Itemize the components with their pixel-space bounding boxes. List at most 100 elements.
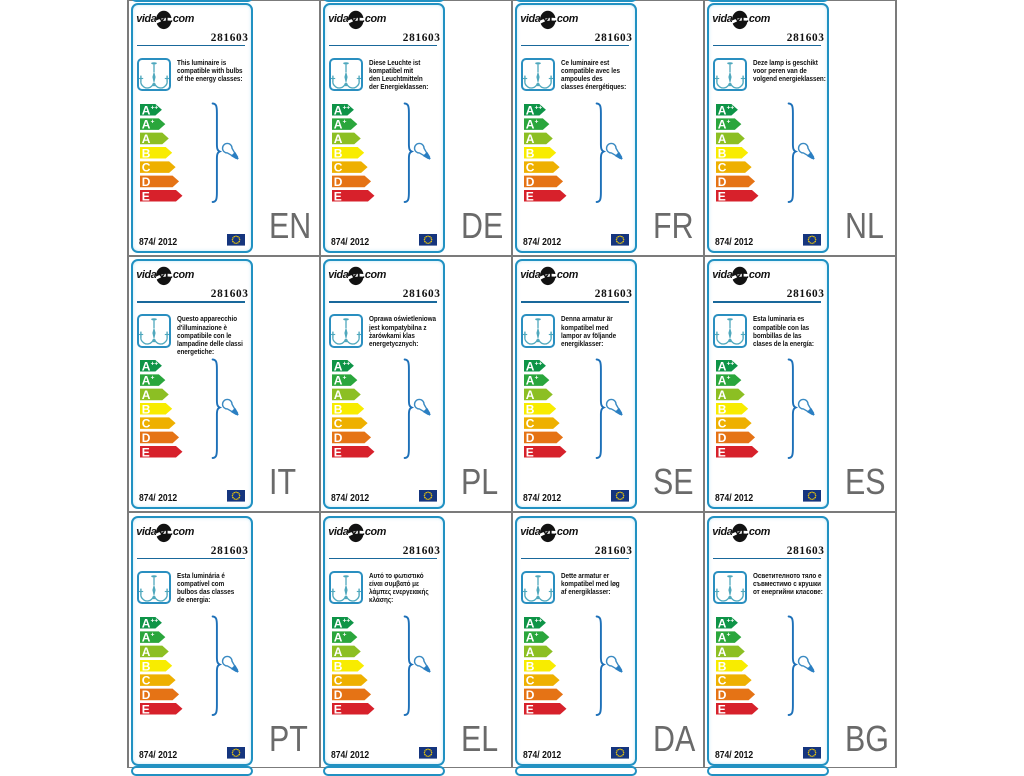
svg-text:B: B: [141, 402, 150, 416]
svg-text:A: A: [717, 374, 726, 388]
svg-text:+: +: [726, 632, 730, 639]
svg-text:A: A: [717, 104, 726, 117]
svg-text:+: +: [726, 375, 730, 382]
svg-text:A: A: [333, 104, 342, 117]
svg-text:A: A: [333, 388, 342, 402]
svg-text:A: A: [141, 104, 150, 117]
svg-text:E: E: [141, 702, 149, 716]
svg-text:A: A: [141, 388, 150, 402]
svg-text:++: ++: [342, 104, 350, 111]
svg-text:++: ++: [726, 617, 734, 624]
svg-text:C: C: [333, 674, 342, 688]
svg-text:B: B: [141, 146, 150, 160]
svg-text:B: B: [717, 146, 726, 160]
svg-text:+: +: [150, 375, 154, 382]
svg-text:+: +: [150, 632, 154, 639]
svg-text:A: A: [141, 132, 150, 146]
svg-text:A: A: [333, 132, 342, 146]
svg-text:E: E: [525, 189, 533, 203]
svg-text:E: E: [717, 445, 725, 459]
svg-text:++: ++: [534, 104, 542, 111]
svg-text:B: B: [333, 402, 342, 416]
svg-text:++: ++: [534, 361, 542, 368]
svg-text:A: A: [525, 631, 534, 645]
svg-text:C: C: [141, 674, 150, 688]
svg-text:B: B: [525, 659, 534, 673]
svg-text:D: D: [525, 688, 534, 702]
svg-text:++: ++: [150, 361, 158, 368]
svg-text:++: ++: [342, 617, 350, 624]
svg-text:+: +: [534, 119, 538, 126]
svg-text:D: D: [525, 175, 534, 189]
svg-text:++: ++: [726, 104, 734, 111]
svg-text:C: C: [333, 161, 342, 175]
svg-text:A: A: [717, 631, 726, 645]
svg-text:A: A: [525, 118, 534, 132]
svg-text:A: A: [333, 631, 342, 645]
svg-text:D: D: [333, 688, 342, 702]
svg-text:++: ++: [534, 617, 542, 624]
svg-text:A: A: [525, 104, 534, 117]
svg-text:A: A: [717, 132, 726, 146]
svg-text:E: E: [525, 702, 533, 716]
svg-text:C: C: [525, 417, 534, 431]
svg-text:A: A: [525, 132, 534, 146]
svg-text:++: ++: [342, 361, 350, 368]
svg-text:C: C: [141, 161, 150, 175]
svg-text:B: B: [717, 659, 726, 673]
svg-text:C: C: [717, 161, 726, 175]
svg-text:D: D: [717, 431, 726, 445]
svg-text:A: A: [717, 645, 726, 659]
svg-text:A: A: [141, 374, 150, 388]
svg-text:A: A: [717, 617, 726, 630]
svg-text:A: A: [525, 645, 534, 659]
svg-text:A: A: [525, 374, 534, 388]
svg-text:+: +: [726, 119, 730, 126]
svg-text:++: ++: [150, 617, 158, 624]
svg-text:A: A: [333, 118, 342, 132]
svg-text:E: E: [717, 702, 725, 716]
svg-text:D: D: [717, 688, 726, 702]
svg-text:D: D: [333, 431, 342, 445]
svg-text:A: A: [333, 617, 342, 630]
svg-text:D: D: [141, 175, 150, 189]
svg-text:+: +: [534, 375, 538, 382]
svg-text:D: D: [717, 175, 726, 189]
svg-text:D: D: [141, 431, 150, 445]
svg-text:A: A: [717, 360, 726, 373]
svg-text:+: +: [150, 119, 154, 126]
svg-text:B: B: [333, 146, 342, 160]
svg-text:A: A: [717, 388, 726, 402]
svg-text:E: E: [333, 702, 341, 716]
svg-text:A: A: [717, 118, 726, 132]
svg-text:B: B: [333, 659, 342, 673]
svg-text:E: E: [141, 445, 149, 459]
svg-text:+: +: [534, 632, 538, 639]
svg-text:A: A: [525, 388, 534, 402]
svg-text:E: E: [333, 445, 341, 459]
svg-text:A: A: [141, 360, 150, 373]
svg-text:E: E: [141, 189, 149, 203]
svg-text:A: A: [333, 374, 342, 388]
svg-text:A: A: [525, 360, 534, 373]
svg-text:C: C: [717, 674, 726, 688]
svg-text:+: +: [342, 119, 346, 126]
svg-text:C: C: [525, 674, 534, 688]
svg-text:++: ++: [726, 361, 734, 368]
svg-text:A: A: [141, 118, 150, 132]
svg-text:B: B: [525, 146, 534, 160]
svg-text:C: C: [141, 417, 150, 431]
svg-text:D: D: [141, 688, 150, 702]
svg-text:A: A: [141, 645, 150, 659]
svg-text:E: E: [717, 189, 725, 203]
svg-text:+: +: [342, 375, 346, 382]
svg-text:C: C: [333, 417, 342, 431]
svg-text:A: A: [333, 645, 342, 659]
svg-text:D: D: [333, 175, 342, 189]
svg-text:C: C: [525, 161, 534, 175]
svg-text:E: E: [333, 189, 341, 203]
svg-text:B: B: [141, 659, 150, 673]
svg-text:+: +: [342, 632, 346, 639]
svg-text:B: B: [717, 402, 726, 416]
svg-text:C: C: [717, 417, 726, 431]
